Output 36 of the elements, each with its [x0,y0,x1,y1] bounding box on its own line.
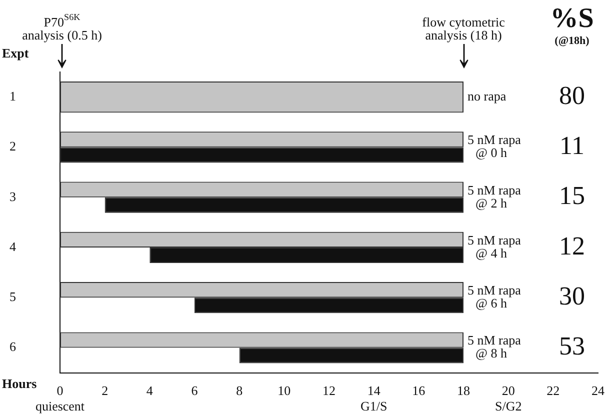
x-tick-label: 0 quiescent [35,383,85,414]
annotation: 30 [559,281,585,310]
annotation: no rapa [468,88,506,104]
x-tick-label: 4 [146,383,154,398]
x-tick-label: 18 [457,383,470,398]
text: flow cytometric analysis (18 h) [422,14,506,42]
x-tick-label: 20 S/G2 [494,383,522,414]
x-tick-label: 24 [592,383,605,398]
y-axis-title: Expt [2,45,30,60]
annotation: 12 [559,231,585,260]
x-tick-label: 16 [412,383,426,398]
annotation: 5 nM rapa @ 4 h [468,232,522,260]
annotation: 5 nM rapa @ 2 h [468,182,522,210]
annotation: 11 [559,131,585,160]
annotation: 5 nM rapa @ 0 h [468,132,522,160]
y-tick-label: 4 [10,238,16,254]
annotation: 53 [559,332,585,361]
x-tick-label: 2 [102,383,108,398]
x-tick-label: 10 [278,383,291,398]
x-tick-label: 6 [191,383,198,398]
y-tick-label: 6 [10,339,16,354]
annotation: 80 [559,80,585,110]
x-tick-label: 8 [236,383,243,398]
y-tick-label: 2 [10,138,16,154]
x-tick-label: 14 G1/S [360,383,388,414]
y-tick-label: 1 [10,88,16,104]
x-tick-label: 22 [546,383,560,398]
annotation: 15 [559,181,585,210]
x-axis-title: Hours [2,376,37,392]
y-tick-label: 3 [10,188,16,204]
annotation: 5 nM rapa @ 8 h [468,332,522,361]
chart-title: %S [550,3,594,34]
chart-subtitle: (@18h) [554,34,590,47]
y-tick-label: 5 [10,289,16,304]
annotation: 5 nM rapa @ 6 h [468,282,522,311]
x-tick-label: 12 [322,383,336,398]
